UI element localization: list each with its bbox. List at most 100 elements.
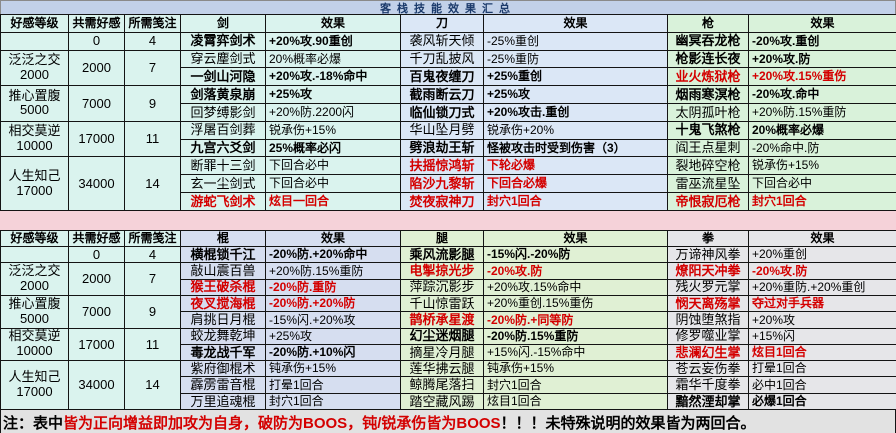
total-favor-cell: 0 — [68, 31, 125, 51]
notes-required-cell: 14 — [124, 360, 181, 411]
skill-effect-cell: +20%攻.15%重伤 — [748, 67, 896, 87]
skill-name-cell: 千刀乱披风 — [400, 49, 484, 69]
skill-name-cell: 万里追魂棍 — [180, 392, 266, 411]
skill-effect-cell: 下回合必爆 — [483, 174, 668, 193]
skill-effect-cell: -20%命中.防 — [748, 138, 896, 158]
level-name-cell: 相交莫逆 10000 — [0, 120, 69, 158]
skill-name-cell: 霜华千度拳 — [667, 376, 749, 394]
column-header-weapon: 刀 — [400, 14, 484, 33]
skill-name-cell: 千山惊雷跃 — [400, 294, 484, 313]
total-favor-cell: 2000 — [68, 49, 125, 87]
skill-name-cell: 阴蚀堕煞指 — [667, 311, 749, 329]
skill-effect-cell: +20%攻击.重创 — [483, 102, 668, 122]
skill-effect-cell: 锐承伤+15% — [265, 120, 401, 140]
column-header-effect: 效果 — [483, 229, 668, 248]
skill-effect-cell: -20%防.重防 — [265, 278, 401, 296]
skill-effect-cell: +20%攻.15%命中 — [483, 278, 668, 296]
skill-name-cell: 凌霄弈剑术 — [180, 31, 266, 51]
skill-effect-cell: +20%重创.15%重伤 — [483, 294, 668, 313]
skill-name-cell: 乘风流影腿 — [400, 246, 484, 264]
notes-required-cell: 7 — [124, 262, 181, 296]
skill-effect-cell: 封穴1回合 — [265, 392, 401, 411]
skill-name-cell: 万谛神风拳 — [667, 246, 749, 264]
skill-effect-cell: -20%攻.重创 — [748, 31, 896, 51]
skill-name-cell: 回梦缚影剑 — [180, 102, 266, 122]
column-header-total-favor: 共需好感 — [68, 229, 125, 248]
skill-effect-cell: -25%重创 — [483, 31, 668, 51]
skill-effect-cell: 封穴1回合 — [483, 191, 668, 211]
skill-effect-cell: 钝承伤+15% — [483, 360, 668, 378]
skill-name-cell: 枪影连长夜 — [667, 49, 749, 69]
skill-name-cell: 莲华拂云腿 — [400, 360, 484, 378]
notes-required-cell: 4 — [124, 246, 181, 264]
skill-name-cell: 黯然湮却掌 — [667, 392, 749, 411]
skill-name-cell: 帝恨寂厄枪 — [667, 191, 749, 211]
total-favor-cell: 2000 — [68, 262, 125, 296]
skill-effect-cell: 封穴1回合 — [748, 191, 896, 211]
skill-name-cell: 临仙锁刀式 — [400, 102, 484, 122]
skill-name-cell: 横棍锁千江 — [180, 246, 266, 264]
skill-effect-cell: -20%攻.命中 — [748, 85, 896, 104]
page-title-text: 客栈技能效果汇总 — [380, 2, 516, 15]
skill-effect-cell: -20%防.15%重防 — [483, 327, 668, 345]
skill-name-cell: 华山坠月劈 — [400, 120, 484, 140]
skill-effect-cell: -25%重防 — [483, 49, 668, 69]
skill-effect-cell: +25%重创 — [483, 67, 668, 87]
column-header-weapon: 枪 — [667, 14, 749, 33]
skill-effect-cell: -20%防.+20%命中 — [265, 246, 401, 264]
skill-effect-cell: -20%攻.防 — [748, 262, 896, 280]
skill-effect-cell: 下回合必中 — [265, 156, 401, 176]
skill-effect-cell: +20%攻.防 — [748, 49, 896, 69]
column-header-effect: 效果 — [265, 229, 401, 248]
column-header-effect: 效果 — [265, 14, 401, 33]
skill-effect-cell: 25%概率必闪 — [265, 138, 401, 158]
level-name-cell: 人生知己 17000 — [0, 360, 69, 411]
total-favor-cell: 7000 — [68, 85, 125, 122]
notes-required-cell: 11 — [124, 120, 181, 158]
skill-effect-cell: 打晕1回合 — [265, 376, 401, 394]
skill-effect-cell: +20%重防.+20%重创 — [748, 278, 896, 296]
skill-effect-cell: 夺过对手兵器 — [748, 294, 896, 313]
level-name-cell: 相交莫逆 10000 — [0, 327, 69, 362]
total-favor-cell: 0 — [68, 246, 125, 264]
skill-effect-cell: 下回合必中 — [265, 174, 401, 193]
skill-name-cell: 悲澜幻生掌 — [667, 343, 749, 362]
footnote-prefix: 注：表中 — [3, 414, 64, 432]
skill-name-cell: 踏空藏风踢 — [400, 392, 484, 411]
skill-effect-cell: +20%攻.90重创 — [265, 31, 401, 51]
skill-name-cell: 袭风斩天倾 — [400, 31, 484, 51]
skill-name-cell: 猴王破杀棍 — [180, 278, 266, 296]
total-favor-cell: 17000 — [68, 327, 125, 362]
total-favor-cell: 34000 — [68, 156, 125, 211]
skill-name-cell: 摘星冷月腿 — [400, 343, 484, 362]
column-header-weapon: 剑 — [180, 14, 266, 33]
skill-name-cell: 鹊桥承星渡 — [400, 311, 484, 329]
skill-name-cell: 毒龙战千军 — [180, 343, 266, 362]
skill-name-cell: 剑落黄泉崩 — [180, 85, 266, 104]
level-name-cell — [0, 246, 69, 264]
skill-effect-cell: 必爆1回合 — [748, 392, 896, 411]
skill-name-cell: 烟雨寒溟枪 — [667, 85, 749, 104]
skill-name-cell: 劈浪劫王斩 — [400, 138, 484, 158]
column-header-effect: 效果 — [748, 229, 896, 248]
skill-effect-cell: -15%闪.-20%防 — [483, 246, 668, 264]
skill-name-cell: 百鬼夜缠刀 — [400, 67, 484, 87]
skill-name-cell: 太阴孤叶枪 — [667, 102, 749, 122]
skill-effect-cell: 炫目1回合 — [748, 343, 896, 362]
notes-required-cell: 7 — [124, 49, 181, 87]
skill-name-cell: 残火罗元掌 — [667, 278, 749, 296]
column-header-effect: 效果 — [483, 14, 668, 33]
skill-name-cell: 紫府御棍术 — [180, 360, 266, 378]
skill-name-cell: 苍云妄伤拳 — [667, 360, 749, 378]
skill-effect-cell: +25%攻 — [483, 85, 668, 104]
skill-name-cell: 鲸腾尾落扫 — [400, 376, 484, 394]
level-name-cell: 推心置腹 5000 — [0, 85, 69, 122]
page-title: 客栈技能效果汇总 — [0, 0, 896, 15]
skill-effect-cell: +20%防.2200闪 — [265, 102, 401, 122]
skill-effect-cell: 锐承伤+15% — [748, 156, 896, 176]
total-favor-cell: 17000 — [68, 120, 125, 158]
skill-name-cell: 燎阳天冲拳 — [667, 262, 749, 280]
skill-name-cell: 扶摇惊鸿斩 — [400, 156, 484, 176]
total-favor-cell: 7000 — [68, 294, 125, 329]
skill-name-cell: 悯天离殇掌 — [667, 294, 749, 313]
